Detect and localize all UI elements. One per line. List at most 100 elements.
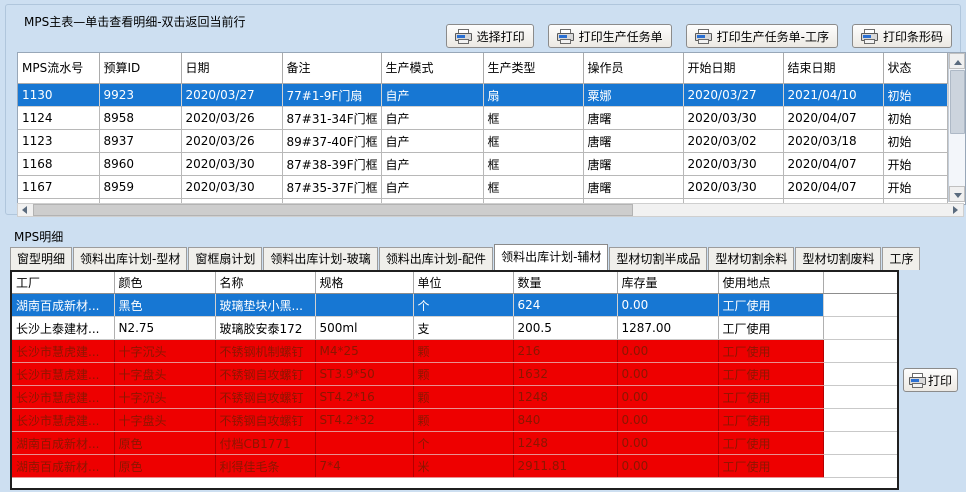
detail-print-button[interactable]: 打印 [903, 368, 959, 392]
cell[interactable]: 0.00 [617, 454, 719, 478]
cell[interactable]: 框 [483, 175, 584, 199]
cell[interactable]: 89#37-40F门框 [282, 129, 382, 153]
cell[interactable]: 2020/04/07 [783, 175, 884, 199]
cell[interactable]: 长沙市慧虎建... [12, 408, 115, 432]
cell[interactable]: 颗 [413, 385, 514, 409]
cell[interactable]: 唐曙 [583, 152, 684, 176]
cell[interactable]: 0.00 [617, 431, 719, 455]
cell[interactable]: 不锈钢自攻螺钉 [215, 408, 316, 432]
cell[interactable]: 自产 [381, 106, 484, 130]
cell[interactable]: 米 [413, 454, 514, 478]
cell[interactable]: 自产 [381, 83, 484, 107]
cell[interactable]: 2020/04/07 [783, 106, 884, 130]
master-horizontal-scrollbar[interactable] [17, 203, 964, 217]
cell[interactable]: 1248 [513, 431, 618, 455]
cell[interactable]: 9923 [99, 83, 182, 107]
column-header-3[interactable]: 规格 [315, 272, 414, 294]
cell[interactable]: 个 [413, 293, 514, 317]
cell[interactable]: 1248 [513, 385, 618, 409]
master-vertical-scrollbar[interactable] [948, 53, 965, 202]
toolbar-print-button-1[interactable]: 打印生产任务单 [547, 24, 672, 48]
cell[interactable]: 87#35-37F门框 [282, 175, 382, 199]
cell[interactable]: 付档CB1771 [215, 431, 316, 455]
cell[interactable]: 长沙市慧虎建... [12, 362, 115, 386]
table-row[interactable]: 1168 8960 2020/03/30 87#38-39F门框 自产框唐曙 2020/0… [18, 152, 948, 176]
cell[interactable]: 扇 [483, 83, 584, 107]
table-row[interactable]: 1130 9923 2020/03/27 77#1-9F门扇 自产扇粟娜 2020/03/… [18, 83, 948, 107]
cell[interactable]: 2020/03/30 [683, 175, 784, 199]
tab-4[interactable]: 领料出库计划-配件 [378, 247, 494, 270]
tab-3[interactable]: 领料出库计划-玻璃 [263, 247, 378, 270]
cell[interactable]: 玻璃胶安泰172 [215, 316, 316, 340]
column-header-1[interactable]: 颜色 [114, 272, 216, 294]
cell[interactable]: 唐曙 [583, 175, 684, 199]
cell[interactable]: 个 [413, 431, 514, 455]
cell[interactable]: 颗 [413, 362, 514, 386]
cell[interactable]: 624 [513, 293, 618, 317]
tab-8[interactable]: 型材切割废料 [795, 247, 882, 270]
cell[interactable]: 2911.81 [513, 454, 618, 478]
cell[interactable]: 长沙上泰建材... [12, 316, 115, 340]
cell[interactable]: 8959 [99, 175, 182, 199]
tab-0[interactable]: 窗型明细 [10, 247, 73, 270]
cell[interactable]: 87#38-39F门框 [282, 152, 382, 176]
cell[interactable]: 工厂使用 [718, 316, 824, 340]
cell[interactable]: 框 [483, 106, 584, 130]
column-header-6[interactable]: 库存量 [617, 272, 719, 294]
table-row[interactable]: 湖南百成新材... 原色 利得佳毛条 7*4 米 2911.81 0.00 工厂使用 [12, 454, 897, 478]
table-row[interactable]: 1123 8937 2020/03/26 89#37-40F门框 自产框唐曙 2020/0… [18, 129, 948, 153]
cell[interactable]: 不锈钢自攻螺钉 [215, 385, 316, 409]
column-header-0[interactable]: MPS流水号 [18, 53, 100, 84]
cell[interactable]: 0.00 [617, 362, 719, 386]
cell[interactable]: 湖南百成新材... [12, 431, 115, 455]
toolbar-print-button-0[interactable]: 选择打印 [445, 24, 534, 48]
column-header-7[interactable]: 开始日期 [683, 53, 784, 84]
cell[interactable]: 1124 [18, 106, 100, 130]
cell[interactable]: 唐曙 [583, 106, 684, 130]
cell[interactable]: 1632 [513, 362, 618, 386]
table-row[interactable]: 1124 8958 2020/03/26 87#31-34F门框 自产框唐曙 2020/0… [18, 106, 948, 130]
table-row[interactable]: 湖南百成新材... 黑色 玻璃垫块小黑... 个 624 0.00 工厂使用 [12, 293, 897, 317]
cell[interactable]: 工厂使用 [718, 385, 824, 409]
cell[interactable]: 2020/03/30 [683, 152, 784, 176]
cell[interactable]: 0.00 [617, 385, 719, 409]
cell[interactable]: 玻璃垫块小黑... [215, 293, 316, 317]
cell[interactable]: 0.00 [617, 293, 719, 317]
cell[interactable]: 2020/03/30 [181, 175, 283, 199]
cell[interactable]: 黑色 [114, 293, 216, 317]
column-header-1[interactable]: 预算ID [99, 53, 182, 84]
tab-6[interactable]: 型材切割半成品 [609, 247, 708, 270]
cell[interactable]: 2021/04/10 [783, 83, 884, 107]
cell[interactable]: N2.75 [114, 316, 216, 340]
cell[interactable]: 216 [513, 339, 618, 363]
cell[interactable]: 框 [483, 152, 584, 176]
cell[interactable]: 颗 [413, 408, 514, 432]
cell[interactable]: 2020/03/26 [181, 106, 283, 130]
column-header-9[interactable]: 状态 [883, 53, 948, 84]
cell[interactable]: 2020/03/27 [683, 83, 784, 107]
cell[interactable]: 十字沉头 [114, 339, 216, 363]
cell[interactable]: ST3.9*50 [315, 362, 414, 386]
scroll-down-arrow-icon[interactable] [949, 186, 965, 202]
table-row[interactable]: 长沙市慧虎建... 十字沉头 不锈钢机制螺钉 M4*25 颗 216 0.00 工厂使用 [12, 339, 897, 363]
table-row[interactable]: 湖南百成新材... 原色 付档CB1771 个 1248 0.00 工厂使用 [12, 431, 897, 455]
cell[interactable]: 湖南百成新材... [12, 454, 115, 478]
cell[interactable]: 7*4 [315, 454, 414, 478]
cell[interactable]: 利得佳毛条 [215, 454, 316, 478]
scrollbar-thumb[interactable] [950, 70, 965, 134]
cell[interactable]: 工厂使用 [718, 431, 824, 455]
cell[interactable]: 1167 [18, 175, 100, 199]
cell[interactable]: 自产 [381, 152, 484, 176]
table-row[interactable]: 长沙市慧虎建... 十字盘头 不锈钢自攻螺钉 ST3.9*50 颗 1632 0.00 工厂使… [12, 362, 897, 386]
cell[interactable]: 8937 [99, 129, 182, 153]
tab-2[interactable]: 窗框扇计划 [188, 247, 263, 270]
tab-5[interactable]: 领料出库计划-辅材 [494, 244, 609, 270]
cell[interactable]: 原色 [114, 454, 216, 478]
cell[interactable]: ST4.2*16 [315, 385, 414, 409]
cell[interactable]: 77#1-9F门扇 [282, 83, 382, 107]
tab-1[interactable]: 领料出库计划-型材 [73, 247, 188, 270]
cell[interactable]: 2020/04/07 [783, 152, 884, 176]
cell[interactable]: 0.00 [617, 408, 719, 432]
cell[interactable]: 唐曙 [583, 129, 684, 153]
column-header-2[interactable]: 名称 [215, 272, 316, 294]
